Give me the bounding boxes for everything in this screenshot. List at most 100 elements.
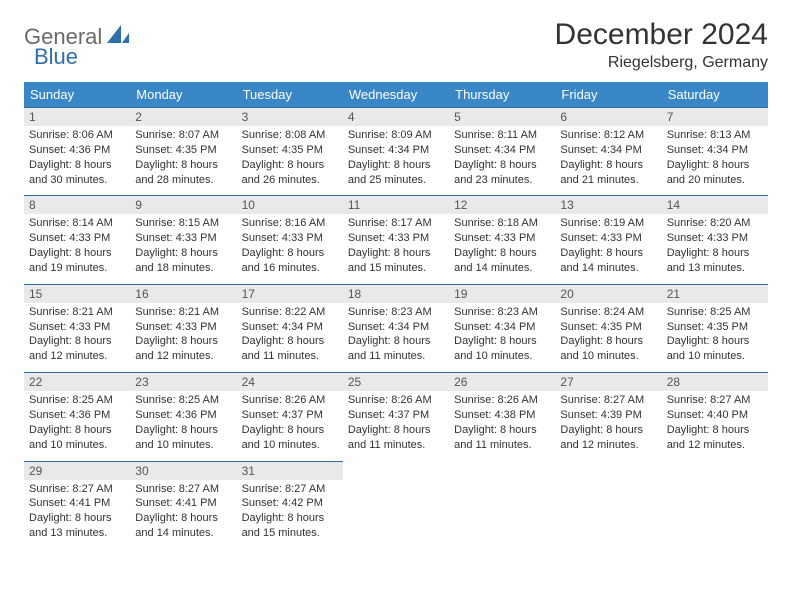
sunset-line: Sunset: 4:33 PM bbox=[135, 320, 231, 335]
weekday-header: Tuesday bbox=[237, 82, 343, 108]
day-details: Sunrise: 8:27 AMSunset: 4:39 PMDaylight:… bbox=[558, 393, 658, 452]
sunrise-line: Sunrise: 8:27 AM bbox=[29, 482, 125, 497]
daylight-line: Daylight: 8 hours and 13 minutes. bbox=[29, 511, 125, 541]
sunrise-line: Sunrise: 8:25 AM bbox=[135, 393, 231, 408]
sunrise-line: Sunrise: 8:26 AM bbox=[454, 393, 550, 408]
sunset-line: Sunset: 4:33 PM bbox=[348, 231, 444, 246]
day-details: Sunrise: 8:08 AMSunset: 4:35 PMDaylight:… bbox=[240, 128, 340, 187]
sunrise-line: Sunrise: 8:18 AM bbox=[454, 216, 550, 231]
month-title: December 2024 bbox=[555, 18, 768, 52]
day-details: Sunrise: 8:27 AMSunset: 4:41 PMDaylight:… bbox=[27, 482, 127, 541]
daylight-line: Daylight: 8 hours and 12 minutes. bbox=[667, 423, 763, 453]
sunset-line: Sunset: 4:35 PM bbox=[667, 320, 763, 335]
weekday-header: Wednesday bbox=[343, 82, 449, 108]
day-details: Sunrise: 8:14 AMSunset: 4:33 PMDaylight:… bbox=[27, 216, 127, 275]
day-details: Sunrise: 8:22 AMSunset: 4:34 PMDaylight:… bbox=[240, 305, 340, 364]
sunset-line: Sunset: 4:39 PM bbox=[560, 408, 656, 423]
title-block: December 2024 Riegelsberg, Germany bbox=[555, 18, 768, 72]
day-number: 28 bbox=[662, 373, 768, 391]
day-number: 24 bbox=[237, 373, 343, 391]
sunrise-line: Sunrise: 8:19 AM bbox=[560, 216, 656, 231]
calendar-day-cell: 2Sunrise: 8:07 AMSunset: 4:35 PMDaylight… bbox=[130, 108, 236, 196]
sunset-line: Sunset: 4:35 PM bbox=[242, 143, 338, 158]
calendar-day-cell: 25Sunrise: 8:26 AMSunset: 4:37 PMDayligh… bbox=[343, 373, 449, 461]
calendar-body: 1Sunrise: 8:06 AMSunset: 4:36 PMDaylight… bbox=[24, 108, 768, 550]
sunset-line: Sunset: 4:36 PM bbox=[29, 408, 125, 423]
day-details: Sunrise: 8:25 AMSunset: 4:36 PMDaylight:… bbox=[133, 393, 233, 452]
day-number: 5 bbox=[449, 108, 555, 126]
calendar-table: Sunday Monday Tuesday Wednesday Thursday… bbox=[24, 82, 768, 549]
calendar-day-cell: 13Sunrise: 8:19 AMSunset: 4:33 PMDayligh… bbox=[555, 196, 661, 284]
day-number: 23 bbox=[130, 373, 236, 391]
day-details: Sunrise: 8:26 AMSunset: 4:38 PMDaylight:… bbox=[452, 393, 552, 452]
weekday-header: Monday bbox=[130, 82, 236, 108]
sunrise-line: Sunrise: 8:21 AM bbox=[29, 305, 125, 320]
logo-text-blue: Blue bbox=[34, 44, 78, 69]
sunrise-line: Sunrise: 8:22 AM bbox=[242, 305, 338, 320]
day-details: Sunrise: 8:25 AMSunset: 4:36 PMDaylight:… bbox=[27, 393, 127, 452]
sunset-line: Sunset: 4:34 PM bbox=[242, 320, 338, 335]
daylight-line: Daylight: 8 hours and 14 minutes. bbox=[135, 511, 231, 541]
calendar-day-cell: 26Sunrise: 8:26 AMSunset: 4:38 PMDayligh… bbox=[449, 373, 555, 461]
day-details: Sunrise: 8:27 AMSunset: 4:40 PMDaylight:… bbox=[665, 393, 765, 452]
day-number: 7 bbox=[662, 108, 768, 126]
calendar-day-cell: 6Sunrise: 8:12 AMSunset: 4:34 PMDaylight… bbox=[555, 108, 661, 196]
sunset-line: Sunset: 4:34 PM bbox=[348, 320, 444, 335]
calendar-day-cell: 21Sunrise: 8:25 AMSunset: 4:35 PMDayligh… bbox=[662, 284, 768, 372]
weekday-header: Thursday bbox=[449, 82, 555, 108]
sunset-line: Sunset: 4:35 PM bbox=[560, 320, 656, 335]
calendar-day-cell: 20Sunrise: 8:24 AMSunset: 4:35 PMDayligh… bbox=[555, 284, 661, 372]
sunset-line: Sunset: 4:37 PM bbox=[348, 408, 444, 423]
day-number: 15 bbox=[24, 285, 130, 303]
weekday-header-row: Sunday Monday Tuesday Wednesday Thursday… bbox=[24, 82, 768, 108]
sunset-line: Sunset: 4:34 PM bbox=[560, 143, 656, 158]
day-number: 13 bbox=[555, 196, 661, 214]
sunrise-line: Sunrise: 8:27 AM bbox=[135, 482, 231, 497]
sunset-line: Sunset: 4:40 PM bbox=[667, 408, 763, 423]
calendar-day-cell bbox=[555, 461, 661, 549]
sunrise-line: Sunrise: 8:16 AM bbox=[242, 216, 338, 231]
day-details: Sunrise: 8:13 AMSunset: 4:34 PMDaylight:… bbox=[665, 128, 765, 187]
daylight-line: Daylight: 8 hours and 25 minutes. bbox=[348, 158, 444, 188]
calendar-week-row: 8Sunrise: 8:14 AMSunset: 4:33 PMDaylight… bbox=[24, 196, 768, 284]
sunset-line: Sunset: 4:33 PM bbox=[242, 231, 338, 246]
header: General December 2024 Riegelsberg, Germa… bbox=[24, 18, 768, 72]
day-details: Sunrise: 8:21 AMSunset: 4:33 PMDaylight:… bbox=[27, 305, 127, 364]
calendar-day-cell: 9Sunrise: 8:15 AMSunset: 4:33 PMDaylight… bbox=[130, 196, 236, 284]
sunrise-line: Sunrise: 8:12 AM bbox=[560, 128, 656, 143]
sunrise-line: Sunrise: 8:15 AM bbox=[135, 216, 231, 231]
sunrise-line: Sunrise: 8:20 AM bbox=[667, 216, 763, 231]
daylight-line: Daylight: 8 hours and 10 minutes. bbox=[242, 423, 338, 453]
day-details: Sunrise: 8:09 AMSunset: 4:34 PMDaylight:… bbox=[346, 128, 446, 187]
calendar-day-cell: 31Sunrise: 8:27 AMSunset: 4:42 PMDayligh… bbox=[237, 461, 343, 549]
calendar-day-cell: 15 Sunrise: 8:21 AMSunset: 4:33 PMDayligh… bbox=[24, 284, 130, 372]
sunrise-line: Sunrise: 8:07 AM bbox=[135, 128, 231, 143]
daylight-line: Daylight: 8 hours and 11 minutes. bbox=[242, 334, 338, 364]
daylight-line: Daylight: 8 hours and 30 minutes. bbox=[29, 158, 125, 188]
calendar-day-cell: 28 Sunrise: 8:27 AMSunset: 4:40 PMDayligh… bbox=[662, 373, 768, 461]
sunset-line: Sunset: 4:36 PM bbox=[29, 143, 125, 158]
sunset-line: Sunset: 4:35 PM bbox=[135, 143, 231, 158]
day-number: 22 bbox=[24, 373, 130, 391]
calendar-day-cell: 18Sunrise: 8:23 AMSunset: 4:34 PMDayligh… bbox=[343, 284, 449, 372]
day-details: Sunrise: 8:06 AMSunset: 4:36 PMDaylight:… bbox=[27, 128, 127, 187]
day-number: 31 bbox=[237, 462, 343, 480]
calendar-day-cell: 4Sunrise: 8:09 AMSunset: 4:34 PMDaylight… bbox=[343, 108, 449, 196]
day-number: 12 bbox=[449, 196, 555, 214]
calendar-day-cell: 17Sunrise: 8:22 AMSunset: 4:34 PMDayligh… bbox=[237, 284, 343, 372]
day-details: Sunrise: 8:25 AMSunset: 4:35 PMDaylight:… bbox=[665, 305, 765, 364]
daylight-line: Daylight: 8 hours and 11 minutes. bbox=[348, 334, 444, 364]
day-number: 29 bbox=[24, 462, 130, 480]
weekday-header: Friday bbox=[555, 82, 661, 108]
sunrise-line: Sunrise: 8:08 AM bbox=[242, 128, 338, 143]
day-number: 19 bbox=[449, 285, 555, 303]
day-number: 16 bbox=[130, 285, 236, 303]
day-number: 11 bbox=[343, 196, 449, 214]
day-number: 30 bbox=[130, 462, 236, 480]
daylight-line: Daylight: 8 hours and 15 minutes. bbox=[242, 511, 338, 541]
day-details: Sunrise: 8:17 AMSunset: 4:33 PMDaylight:… bbox=[346, 216, 446, 275]
weekday-header: Saturday bbox=[662, 82, 768, 108]
day-number: 27 bbox=[555, 373, 661, 391]
calendar-day-cell: 7 Sunrise: 8:13 AMSunset: 4:34 PMDaylight… bbox=[662, 108, 768, 196]
sunrise-line: Sunrise: 8:26 AM bbox=[242, 393, 338, 408]
